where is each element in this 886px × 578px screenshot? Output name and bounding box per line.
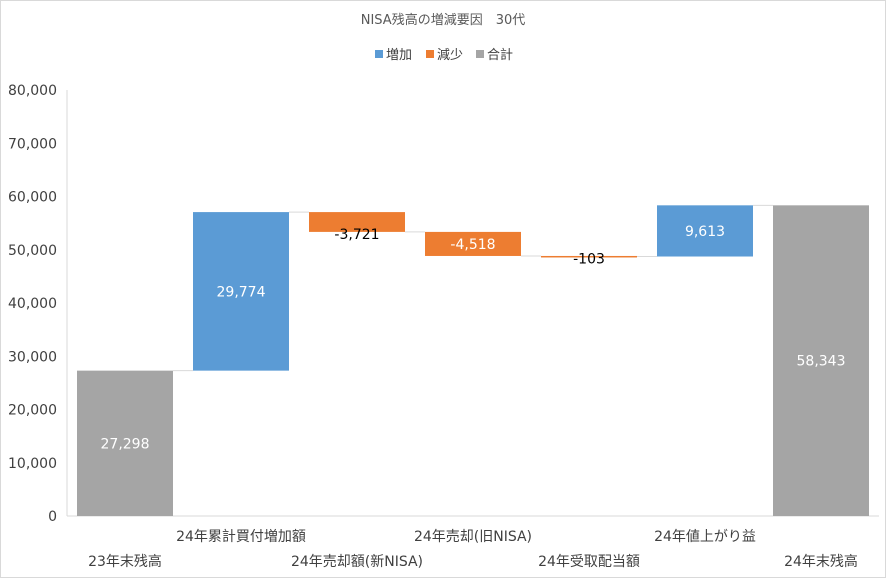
legend-swatch [426,50,434,58]
y-tick-label: 50,000 [8,243,57,259]
data-label: 9,613 [685,224,725,240]
legend-label: 減少 [437,47,463,63]
data-label: -3,721 [334,227,379,243]
legend: 増加 減少 合計 [375,47,513,63]
legend-label: 増加 [386,48,412,63]
data-label: 29,774 [217,284,266,300]
data-label: -4,518 [450,237,495,253]
legend-item-1: 減少 [426,47,463,63]
y-tick-label: 70,000 [8,136,57,152]
x-category-label: 24年売却(旧NISA) [414,529,532,545]
legend-item-2: 合計 [476,47,513,63]
data-label: 27,298 [101,436,150,452]
y-tick-label: 10,000 [8,456,57,472]
y-tick-label: 20,000 [8,403,57,419]
x-category-label: 24年末残高 [784,553,858,570]
x-category-label: 24年値上がり益 [654,529,756,545]
x-category-label: 24年累計買付増加額 [176,529,306,545]
x-category-label: 24年売却額(新NISA) [291,554,423,570]
y-axis: 0 10,000 20,000 30,000 40,000 50,000 60,000 70,… [8,83,67,525]
y-tick-label: 80,000 [8,83,57,99]
legend-item-0: 増加 [375,48,412,63]
data-label: 58,343 [797,354,846,370]
x-axis: 23年末残高 24年累計買付増加額 24年売却額(新NISA) 24年売却(旧NISA… [67,516,879,570]
y-tick-label: 60,000 [8,190,57,206]
legend-swatch [375,50,383,58]
y-tick-label: 40,000 [8,296,57,312]
y-tick-label: 0 [48,509,57,525]
legend-swatch [476,50,484,58]
data-label: -103 [573,252,605,268]
x-category-label: 23年末残高 [88,553,162,570]
legend-label: 合計 [487,47,513,63]
chart-title: NISA残高の増減要因 30代 [361,12,526,28]
x-category-label: 24年受取配当額 [538,554,640,570]
y-tick-label: 30,000 [8,349,57,365]
